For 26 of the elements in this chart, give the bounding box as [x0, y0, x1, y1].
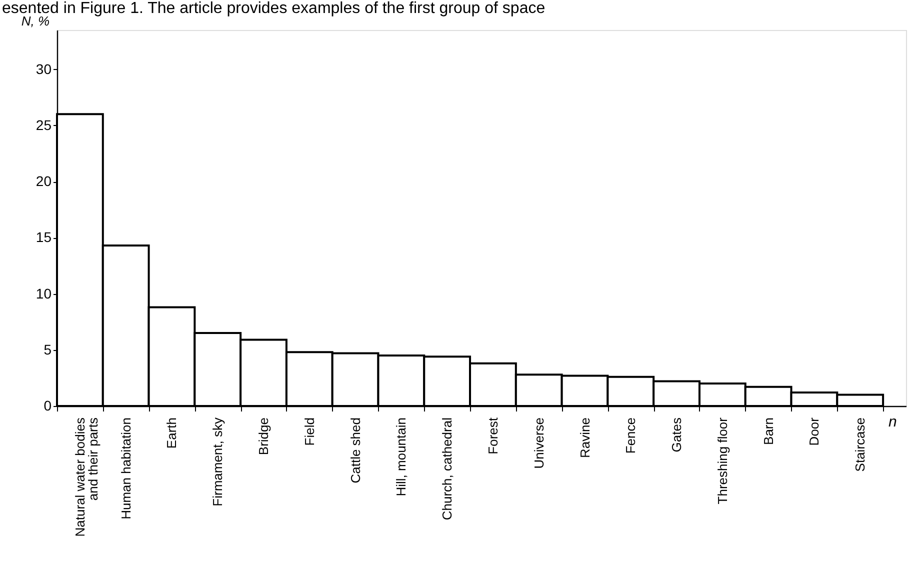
x-tick-label: Forest: [485, 417, 500, 454]
y-tick-label: 25: [36, 116, 52, 133]
x-tick-label: Natural water bodies and their parts: [72, 417, 100, 537]
x-tick-label: Church, cathedral: [440, 417, 455, 520]
x-tick-label: Gates: [669, 417, 684, 452]
x-tick-label: Fence: [623, 418, 638, 454]
x-tick-label: Barn: [760, 418, 776, 445]
x-tick-label: Door: [806, 416, 822, 446]
x-tick-label: Bridge: [256, 418, 272, 456]
x-tick-label: Cattle shed: [348, 418, 363, 484]
y-tick-label: 30: [36, 60, 52, 77]
x-tick-label: Human habitation: [118, 418, 134, 520]
x-tick-label: Field: [302, 418, 317, 446]
x-tick-label: Hill, mountain: [394, 418, 409, 496]
x-tick-label: Ravine: [577, 418, 592, 458]
y-tick-label: 5: [44, 341, 52, 358]
x-tick-label: Threshing floor: [714, 416, 730, 504]
y-tick-label: 15: [36, 229, 52, 246]
x-tick-label: Earth: [164, 418, 180, 449]
y-tick-label: 20: [36, 173, 52, 190]
x-tick-label: Staircase: [852, 418, 868, 472]
x-tick-label: Universe: [531, 418, 546, 469]
x-tick-label: Firmament, sky: [210, 417, 226, 506]
x-axis-title: n: [888, 414, 897, 430]
y-tick-label: 0: [44, 398, 52, 414]
y-tick-label: 10: [36, 285, 52, 302]
